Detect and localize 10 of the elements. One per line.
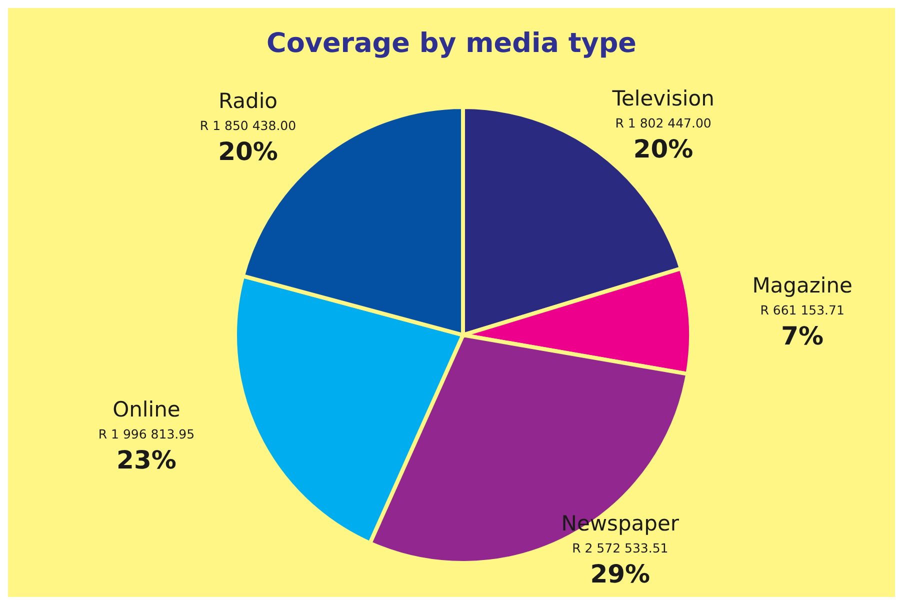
data-label: R 1 996 813.95 23% (98, 426, 195, 474)
data-label: R 1 850 438.00 20% (200, 118, 296, 166)
data-label: R 1 802 447.00 20% (615, 115, 712, 164)
slice-label: Television (611, 86, 714, 110)
slice-label: Magazine (752, 273, 852, 298)
chart-title: Coverage by media type (266, 28, 636, 59)
slice-label: Radio (218, 89, 278, 114)
data-label: R 2 572 533.51 29% (572, 540, 668, 588)
data-label: R 661 153.71 7% (760, 302, 844, 350)
slice-label: Online (112, 397, 180, 422)
